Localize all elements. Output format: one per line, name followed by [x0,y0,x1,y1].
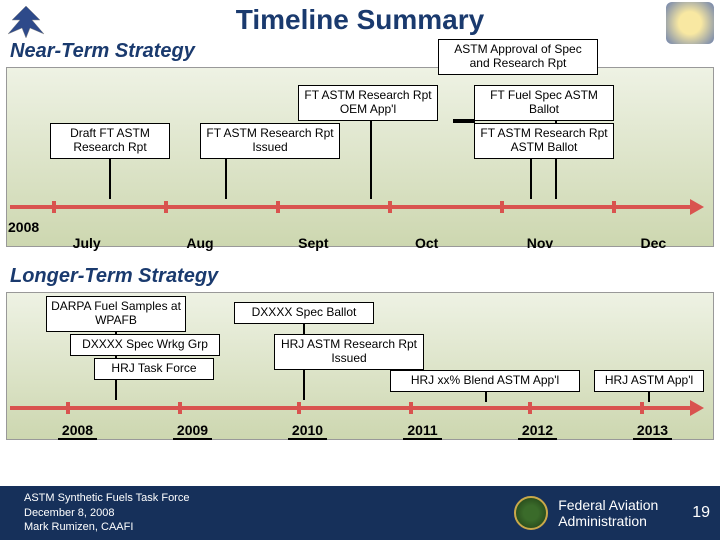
box-hrj-appl: HRJ ASTM App'l [594,370,704,392]
box-hrj-task: HRJ Task Force [94,358,214,380]
footer-left: ASTM Synthetic Fuels Task Force December… [0,491,189,536]
box-ft-fuel-spec: FT Fuel Spec ASTM Ballot [474,85,614,121]
page-title: Timeline Summary [0,0,720,36]
month: Sept [257,235,370,251]
year: 2012 [480,422,595,440]
year: 2010 [250,422,365,440]
near-term-label: Near-Term Strategy [0,36,720,67]
long-years: 2008 2009 2010 2011 2012 2013 [20,422,710,440]
longer-term-panel: DARPA Fuel Samples at WPAFB DXXXX Spec B… [0,292,720,462]
year: 2008 [20,422,135,440]
airforce-wings-icon [6,4,46,40]
footer-right: Federal Aviation Administration 19 [514,496,720,530]
box-draft-ft: Draft FT ASTM Research Rpt [50,123,170,159]
box-dxxxx-grp: DXXXX Spec Wrkg Grp [70,334,220,356]
footer-line1: ASTM Synthetic Fuels Task Force [24,491,189,506]
near-months: July Aug Sept Oct Nov Dec [30,235,710,251]
near-term-panel: ASTM Approval of Spec and Research Rpt F… [0,67,720,267]
box-darpa: DARPA Fuel Samples at WPAFB [46,296,186,332]
footer: ASTM Synthetic Fuels Task Force December… [0,486,720,540]
box-hrj-blend: HRJ xx% Blend ASTM App'l [390,370,580,392]
month: Aug [143,235,256,251]
faa-seal-icon [514,496,548,530]
month: July [30,235,143,251]
box-ft-issued: FT ASTM Research Rpt Issued [200,123,340,159]
box-ft-oem: FT ASTM Research Rpt OEM App'l [298,85,438,121]
page-number: 19 [692,504,710,522]
month: Dec [597,235,710,251]
box-astm-approval: ASTM Approval of Spec and Research Rpt [438,39,598,75]
year: 2013 [595,422,710,440]
shield-logo-icon [666,2,714,44]
box-hrj-issued: HRJ ASTM Research Rpt Issued [274,334,424,370]
footer-org: Federal Aviation Administration [558,497,678,529]
month: Nov [483,235,596,251]
footer-line2: December 8, 2008 [24,506,189,521]
box-ft-astm-ballot: FT ASTM Research Rpt ASTM Ballot [474,123,614,159]
month: Oct [370,235,483,251]
near-year: 2008 [8,219,39,235]
box-dxxxx-ballot: DXXXX Spec Ballot [234,302,374,324]
near-timeline [10,197,710,217]
long-timeline [10,398,710,418]
year: 2009 [135,422,250,440]
year: 2011 [365,422,480,440]
footer-line3: Mark Rumizen, CAAFI [24,520,189,535]
